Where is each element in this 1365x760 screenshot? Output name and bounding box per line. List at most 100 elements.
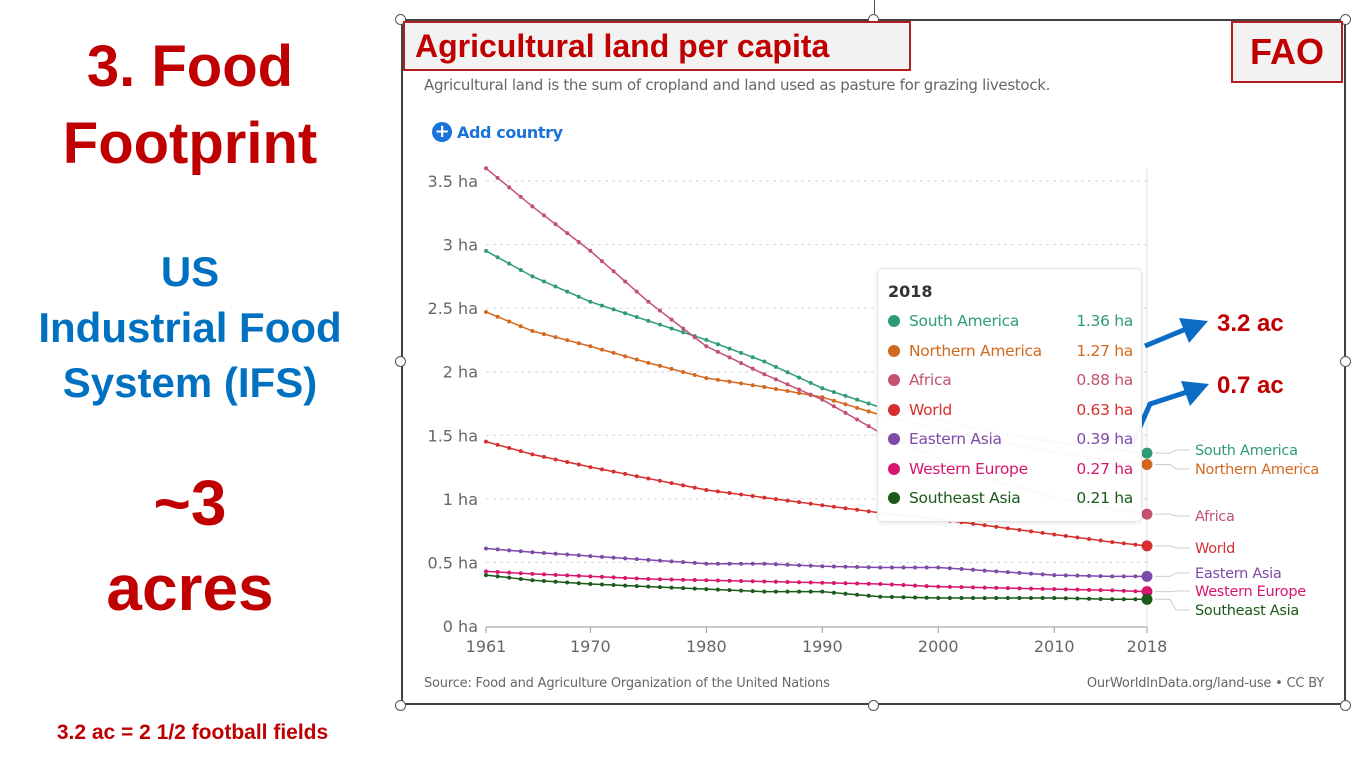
end-marker (1141, 508, 1153, 520)
data-point (866, 401, 871, 406)
data-point (599, 259, 604, 264)
data-point (669, 577, 674, 582)
data-point (727, 561, 732, 566)
end-marker (1141, 593, 1153, 605)
data-point (576, 341, 581, 346)
data-point (565, 552, 570, 557)
data-point (692, 335, 697, 340)
data-point (982, 585, 987, 590)
resize-handle-bottom-left[interactable] (395, 700, 406, 711)
data-point (947, 596, 952, 601)
data-point (1110, 540, 1115, 545)
data-point (553, 335, 558, 340)
y-tick-label: 2 ha (443, 363, 478, 382)
data-point (704, 587, 709, 592)
data-point (1063, 596, 1068, 601)
data-point (855, 565, 860, 570)
data-point (959, 567, 964, 572)
data-point (518, 194, 523, 199)
data-point (1005, 526, 1010, 531)
y-tick-label: 3.5 ha (428, 172, 478, 191)
data-point (739, 561, 744, 566)
data-point (1005, 586, 1010, 591)
label-connector (1155, 598, 1190, 611)
data-point (750, 561, 755, 566)
data-point (507, 261, 512, 266)
data-point (646, 557, 651, 562)
x-tick-label: 1990 (802, 637, 843, 656)
data-point (715, 342, 720, 347)
data-point (588, 574, 593, 579)
tooltip-series-name: Northern America (909, 341, 1042, 360)
data-point (599, 574, 604, 579)
data-point (959, 596, 964, 601)
data-point (739, 381, 744, 386)
tooltip-series-value: 0.63 ha (1076, 400, 1133, 419)
data-point (1121, 574, 1126, 579)
data-point (1040, 596, 1045, 601)
data-point (530, 329, 535, 334)
data-point (657, 577, 662, 582)
data-point (530, 571, 535, 576)
data-point (820, 386, 825, 391)
data-point (611, 307, 616, 312)
data-point (646, 360, 651, 365)
data-point (797, 580, 802, 585)
data-point (692, 586, 697, 591)
data-point (657, 322, 662, 327)
data-point (762, 589, 767, 594)
data-point (843, 506, 848, 511)
data-point (518, 449, 523, 454)
data-point (553, 284, 558, 289)
data-point (855, 405, 860, 410)
data-point (1075, 596, 1080, 601)
data-point (866, 565, 871, 570)
resize-handle-bottom-right[interactable] (1340, 700, 1351, 711)
data-point (576, 240, 581, 245)
data-point (808, 580, 813, 585)
resize-handle-top-right[interactable] (1340, 14, 1351, 25)
data-point (797, 589, 802, 594)
data-point (773, 579, 778, 584)
series-end-label: Southeast Asia (1195, 603, 1299, 619)
data-point (692, 373, 697, 378)
data-point (831, 504, 836, 509)
data-point (669, 317, 674, 322)
slide-sub-line3: System (IFS) (62, 359, 318, 406)
data-point (936, 584, 941, 589)
plus-circle-icon: + (432, 122, 452, 142)
data-point (634, 584, 639, 589)
chart-license[interactable]: OurWorldInData.org/land-use • CC BY (1086, 676, 1324, 691)
resize-handle-right[interactable] (1340, 356, 1351, 367)
add-country-button[interactable]: + Add country (432, 122, 563, 142)
data-point (623, 556, 628, 561)
data-point (773, 497, 778, 502)
data-point (495, 175, 500, 180)
data-point (704, 337, 709, 342)
data-point (1052, 587, 1057, 592)
data-point (588, 582, 593, 587)
data-point (808, 392, 813, 397)
data-point (1110, 588, 1115, 593)
data-point (518, 268, 523, 272)
data-point (576, 462, 581, 467)
data-point (762, 384, 767, 389)
data-point (623, 471, 628, 476)
data-point (692, 577, 697, 582)
data-point (646, 318, 651, 323)
data-point (588, 299, 593, 304)
data-point (1052, 573, 1057, 578)
data-point (727, 355, 732, 360)
resize-handle-left[interactable] (395, 356, 406, 367)
resize-handle-top-left[interactable] (395, 14, 406, 25)
label-connector (1155, 513, 1190, 517)
add-country-label: Add country (457, 122, 563, 142)
tooltip-series-value: 1.27 ha (1076, 341, 1133, 360)
data-point (855, 397, 860, 402)
resize-handle-bottom[interactable] (868, 700, 879, 711)
y-tick-label: 3 ha (443, 236, 478, 255)
data-point (797, 391, 802, 396)
data-point (913, 565, 918, 570)
data-point (704, 487, 709, 492)
data-point (530, 204, 535, 209)
